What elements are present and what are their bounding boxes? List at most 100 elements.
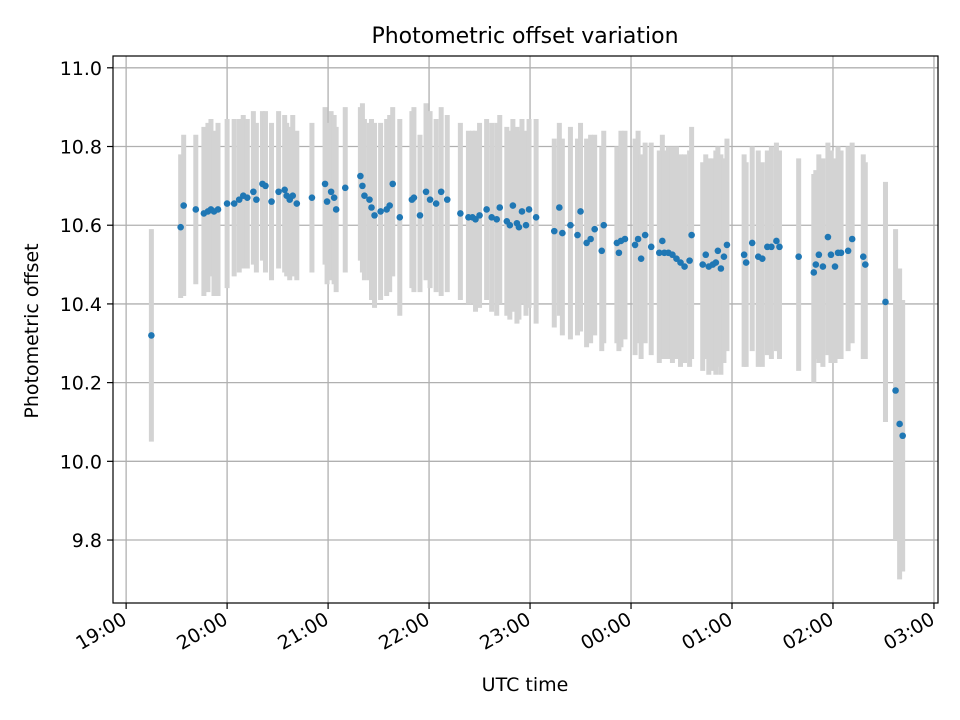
data-point	[293, 200, 301, 207]
data-point	[148, 332, 155, 339]
data-point	[827, 251, 835, 259]
data-point	[882, 298, 889, 306]
data-point	[410, 194, 418, 201]
data-point	[281, 186, 288, 194]
data-point	[361, 192, 368, 200]
data-point	[681, 263, 688, 270]
data-point	[669, 251, 676, 259]
data-point	[330, 194, 338, 201]
data-point	[699, 261, 707, 268]
y-axis: 9.8 10.0 10.2 10.4 10.6 10.8 11.0	[60, 58, 113, 552]
x-tick-label: 03:00	[880, 608, 938, 654]
data-point	[457, 210, 464, 217]
data-point	[899, 432, 906, 440]
y-tick-label: 10.8	[60, 137, 102, 159]
data-point	[819, 263, 827, 270]
data-point	[472, 216, 479, 223]
data-point	[615, 249, 623, 257]
data-point	[748, 239, 756, 247]
x-axis-label: UTC time	[482, 674, 569, 696]
data-point	[483, 206, 490, 213]
data-point	[192, 206, 200, 213]
x-tick-label: 23:00	[476, 608, 534, 654]
data-point	[773, 237, 780, 245]
data-point	[574, 231, 581, 239]
data-point	[702, 251, 710, 259]
data-point	[223, 200, 231, 207]
data-point	[776, 243, 783, 251]
data-point	[844, 247, 852, 255]
x-tick-label: 00:00	[577, 608, 635, 654]
data-point	[230, 200, 238, 207]
data-point	[812, 261, 820, 268]
data-point	[723, 241, 731, 249]
data-point	[214, 206, 222, 213]
data-point	[896, 420, 903, 428]
y-tick-label: 10.4	[60, 294, 102, 316]
data-point	[583, 239, 590, 247]
data-point	[742, 259, 750, 266]
data-point	[810, 269, 818, 276]
data-point	[720, 253, 728, 260]
data-point	[522, 221, 530, 229]
data-point	[496, 204, 504, 211]
data-point	[244, 194, 251, 201]
data-point	[740, 251, 748, 259]
data-points	[148, 172, 906, 440]
data-point	[550, 227, 558, 235]
x-axis: 19:00 20:00 21:00 22:00 23:00 00:00 01:00 02:00…	[72, 603, 938, 655]
data-point	[253, 196, 260, 203]
data-point	[437, 188, 445, 196]
plot-frame	[112, 55, 939, 604]
y-axis-label: Photometric offset	[21, 243, 43, 418]
data-point	[686, 257, 693, 264]
data-point	[677, 259, 684, 266]
data-point	[235, 196, 243, 203]
y-tick-label: 10.0	[60, 451, 102, 473]
x-tick-label: 19:00	[72, 608, 130, 654]
data-point	[532, 214, 540, 221]
data-point	[559, 229, 566, 237]
data-point	[824, 233, 832, 241]
data-point	[712, 259, 720, 266]
data-point	[795, 253, 802, 260]
data-point	[476, 212, 483, 219]
x-tick-label: 22:00	[375, 608, 433, 654]
data-point	[587, 235, 594, 243]
data-point	[359, 182, 366, 190]
y-tick-label: 10.6	[60, 215, 102, 237]
data-point	[368, 204, 375, 211]
data-point	[525, 206, 533, 213]
data-point	[655, 249, 663, 257]
x-tick-label: 02:00	[779, 608, 837, 654]
data-point	[647, 243, 655, 251]
data-point	[177, 223, 184, 231]
data-point	[631, 241, 639, 249]
data-point	[332, 206, 340, 213]
data-point	[426, 196, 434, 203]
data-point	[518, 208, 526, 215]
data-point	[506, 221, 514, 229]
data-point	[488, 214, 495, 221]
data-point	[366, 196, 373, 203]
data-point	[377, 208, 384, 215]
data-point	[515, 223, 523, 231]
data-point	[509, 202, 517, 209]
data-point	[659, 237, 666, 245]
data-point	[768, 243, 775, 251]
y-tick-label: 10.2	[60, 373, 102, 395]
data-point	[577, 208, 584, 215]
data-point	[758, 255, 766, 262]
data-point	[371, 212, 378, 219]
data-point	[621, 235, 629, 243]
data-point	[416, 212, 424, 219]
data-point	[591, 225, 598, 233]
data-point	[341, 184, 349, 192]
data-point	[556, 204, 563, 211]
data-point	[443, 196, 451, 203]
x-tick-label: 21:00	[274, 608, 332, 654]
data-point	[859, 253, 867, 260]
y-tick-label: 9.8	[72, 530, 102, 552]
data-point	[308, 194, 316, 201]
data-point	[250, 188, 257, 196]
